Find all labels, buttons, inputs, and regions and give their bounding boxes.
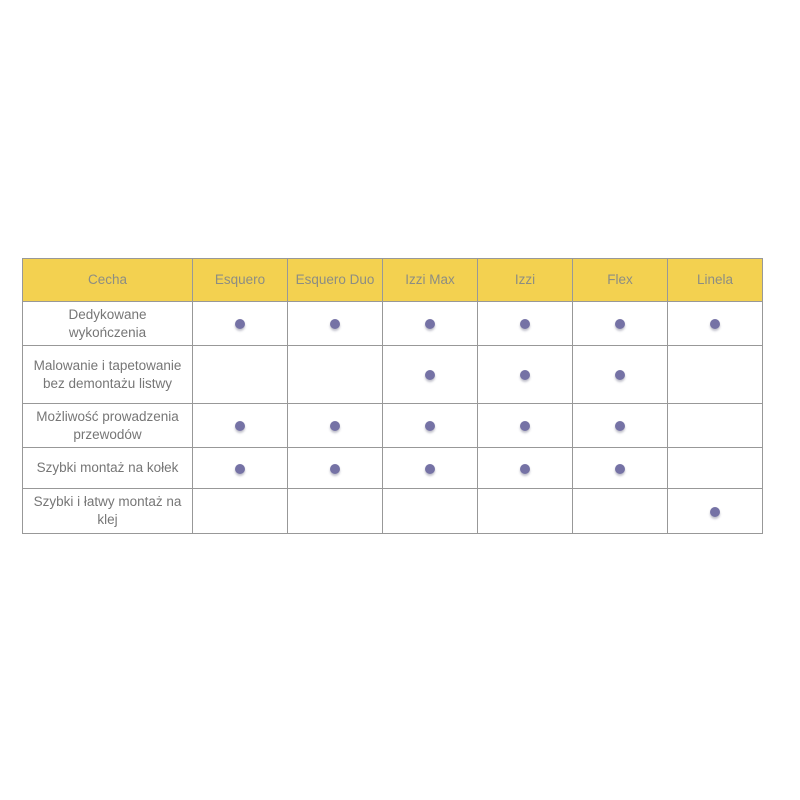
value-cell — [192, 447, 288, 489]
value-cell — [382, 447, 478, 489]
feature-label: Szybki i łatwy montaż na klej — [22, 488, 193, 534]
feature-dot-icon — [330, 319, 340, 330]
value-cell — [287, 301, 383, 346]
header-cell-flex: Flex — [572, 258, 668, 302]
feature-dot-icon — [615, 319, 625, 330]
feature-dot-icon — [615, 370, 625, 381]
value-cell — [192, 403, 288, 448]
value-cell — [287, 345, 383, 404]
table-row: Szybki i łatwy montaż na klej — [22, 488, 763, 534]
feature-dot-icon — [615, 421, 625, 432]
value-cell — [287, 488, 383, 534]
value-cell — [572, 447, 668, 489]
value-cell — [667, 345, 763, 404]
table-body: Dedykowane wykończenia Malowanie i tapet… — [22, 301, 763, 534]
feature-dot-icon — [330, 463, 340, 474]
feature-dot-icon — [710, 506, 720, 517]
feature-label: Malowanie i tapetowanie bez demontażu li… — [22, 345, 193, 404]
header-cell-esquero-duo: Esquero Duo — [287, 258, 383, 302]
header-cell-feature: Cecha — [22, 258, 193, 302]
feature-dot-icon — [520, 463, 530, 474]
value-cell — [382, 488, 478, 534]
header-cell-linela: Linela — [667, 258, 763, 302]
table-row: Możliwość prowadzenia przewodów — [22, 403, 763, 448]
value-cell — [572, 488, 668, 534]
value-cell — [572, 301, 668, 346]
value-cell — [192, 488, 288, 534]
value-cell — [667, 488, 763, 534]
value-cell — [667, 403, 763, 448]
value-cell — [287, 447, 383, 489]
value-cell — [667, 447, 763, 489]
header-cell-izzi-max: Izzi Max — [382, 258, 478, 302]
value-cell — [382, 301, 478, 346]
feature-dot-icon — [425, 370, 435, 381]
value-cell — [477, 403, 573, 448]
header-row: Cecha Esquero Esquero Duo Izzi Max Izzi … — [22, 258, 763, 302]
header-cell-esquero: Esquero — [192, 258, 288, 302]
value-cell — [287, 403, 383, 448]
feature-dot-icon — [235, 319, 245, 330]
feature-dot-icon — [425, 463, 435, 474]
value-cell — [572, 345, 668, 404]
feature-dot-icon — [520, 370, 530, 381]
value-cell — [572, 403, 668, 448]
value-cell — [477, 301, 573, 346]
feature-dot-icon — [425, 319, 435, 330]
table-row: Malowanie i tapetowanie bez demontażu li… — [22, 345, 763, 404]
feature-dot-icon — [330, 421, 340, 432]
feature-dot-icon — [235, 421, 245, 432]
feature-label: Możliwość prowadzenia przewodów — [22, 403, 193, 448]
feature-dot-icon — [710, 319, 720, 330]
table-row: Szybki montaż na kołek — [22, 447, 763, 489]
feature-dot-icon — [520, 421, 530, 432]
value-cell — [477, 488, 573, 534]
feature-dot-icon — [425, 421, 435, 432]
value-cell — [477, 447, 573, 489]
feature-dot-icon — [235, 463, 245, 474]
table-row: Dedykowane wykończenia — [22, 301, 763, 346]
value-cell — [192, 301, 288, 346]
feature-comparison-table: Cecha Esquero Esquero Duo Izzi Max Izzi … — [22, 258, 763, 534]
value-cell — [382, 403, 478, 448]
table-header: Cecha Esquero Esquero Duo Izzi Max Izzi … — [22, 258, 763, 302]
feature-label: Szybki montaż na kołek — [22, 447, 193, 489]
value-cell — [477, 345, 573, 404]
value-cell — [382, 345, 478, 404]
feature-dot-icon — [520, 319, 530, 330]
value-cell — [192, 345, 288, 404]
header-cell-izzi: Izzi — [477, 258, 573, 302]
feature-label: Dedykowane wykończenia — [22, 301, 193, 346]
feature-dot-icon — [615, 463, 625, 474]
value-cell — [667, 301, 763, 346]
